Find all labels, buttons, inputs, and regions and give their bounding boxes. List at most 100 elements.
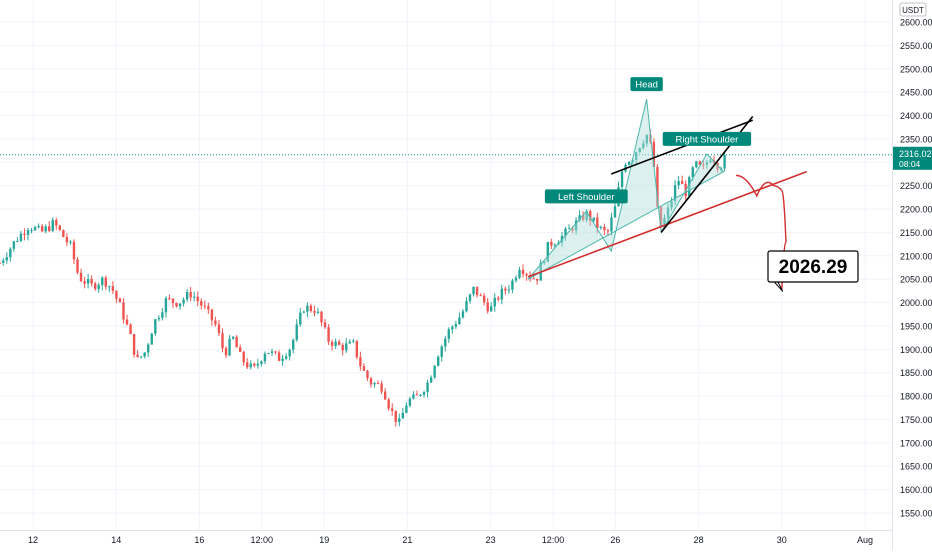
candle-body — [98, 285, 100, 289]
candle-body — [373, 383, 375, 384]
candle-body — [494, 298, 496, 307]
candle-body — [695, 161, 697, 167]
candle-body — [681, 181, 683, 184]
candle-body — [596, 218, 598, 229]
candle-body — [16, 241, 18, 242]
label-head: Head — [630, 77, 662, 91]
candle-body — [193, 297, 195, 298]
candle-body — [430, 377, 432, 382]
candle-body — [260, 361, 262, 364]
candle-body — [41, 226, 43, 231]
candle-body — [23, 234, 25, 235]
price-tick-label: 1850.00 — [900, 368, 932, 378]
price-tick-label: 1700.00 — [900, 438, 932, 448]
candle-body — [136, 355, 138, 357]
price-tick-label: 2450.00 — [900, 88, 932, 98]
candle-body — [288, 350, 290, 357]
time-tick-label: 21 — [402, 535, 412, 545]
candle-body — [391, 409, 393, 411]
label-left-shoulder: Left Shoulder — [545, 189, 628, 203]
candle-body — [232, 337, 234, 339]
candle-body — [62, 230, 64, 237]
candle-body — [306, 306, 308, 312]
candle-body — [451, 327, 453, 330]
candle-body — [246, 362, 248, 367]
candle-body — [172, 299, 174, 303]
price-tick-label: 2200.00 — [900, 205, 932, 215]
candle-body — [433, 366, 435, 377]
candle-body — [140, 356, 142, 357]
candle-body — [44, 226, 46, 231]
candle-body — [285, 356, 287, 358]
candle-body — [48, 226, 50, 230]
candle-body — [363, 366, 365, 371]
candle-body — [504, 289, 506, 291]
price-tick-label: 2500.00 — [900, 64, 932, 74]
candle-body — [515, 278, 517, 281]
candle-body — [165, 298, 167, 312]
price-tick-label: 2400.00 — [900, 111, 932, 121]
candle-body — [384, 392, 386, 400]
candle-body — [214, 320, 216, 324]
price-tick-label: 1550.00 — [900, 509, 932, 519]
candle-body — [525, 274, 527, 275]
price-tick-label: 2550.00 — [900, 41, 932, 51]
candle-body — [462, 311, 464, 317]
candle-body — [112, 286, 114, 291]
price-tick-label: 2250.00 — [900, 181, 932, 191]
candle-body — [115, 291, 117, 299]
candle-body — [80, 273, 82, 281]
candle-body — [497, 298, 499, 300]
candle-body — [607, 230, 609, 231]
candle-body — [398, 418, 400, 421]
candle-body — [317, 312, 319, 313]
target-value: 2026.29 — [779, 257, 848, 278]
candle-body — [490, 306, 492, 311]
candle-body — [486, 302, 488, 311]
price-tick-label: 2350.00 — [900, 134, 932, 144]
candle-body — [186, 292, 188, 299]
candle-body — [281, 359, 283, 361]
time-tick-label: 12 — [28, 535, 38, 545]
candle-body — [119, 299, 121, 303]
candle-body — [228, 339, 230, 356]
candle-body — [218, 324, 220, 333]
candle-body — [83, 281, 85, 283]
candle-body — [37, 226, 39, 227]
candle-body — [126, 320, 128, 325]
candle-body — [313, 311, 315, 313]
candle-body — [303, 312, 305, 313]
candle-body — [225, 348, 227, 355]
candle-body — [94, 283, 96, 288]
time-tick-label: 26 — [610, 535, 620, 545]
candle-body — [235, 337, 237, 347]
price-tick-label: 2000.00 — [900, 298, 932, 308]
candle-body — [243, 352, 245, 363]
candle-body — [352, 341, 354, 342]
candle-body — [292, 340, 294, 350]
candle-body — [327, 327, 329, 342]
candle-body — [264, 354, 266, 362]
candle-body — [76, 259, 78, 272]
candle-body — [90, 279, 92, 283]
candle-body — [9, 249, 11, 257]
candle-body — [476, 287, 478, 295]
candle-body — [469, 294, 471, 301]
candle-body — [151, 334, 153, 345]
candle-body — [426, 383, 428, 393]
candle-body — [6, 257, 8, 260]
candle-body — [554, 245, 556, 246]
candle-body — [59, 226, 61, 230]
candle-body — [197, 297, 199, 301]
label-head-text: Head — [635, 80, 658, 91]
candle-body — [359, 357, 361, 366]
candle-body — [437, 357, 439, 366]
candle-body — [154, 319, 156, 333]
candle-body — [472, 287, 474, 295]
candle-body — [621, 171, 623, 187]
price-tick-label: 1950.00 — [900, 321, 932, 331]
candle-body — [55, 220, 57, 226]
candle-body — [536, 279, 538, 281]
